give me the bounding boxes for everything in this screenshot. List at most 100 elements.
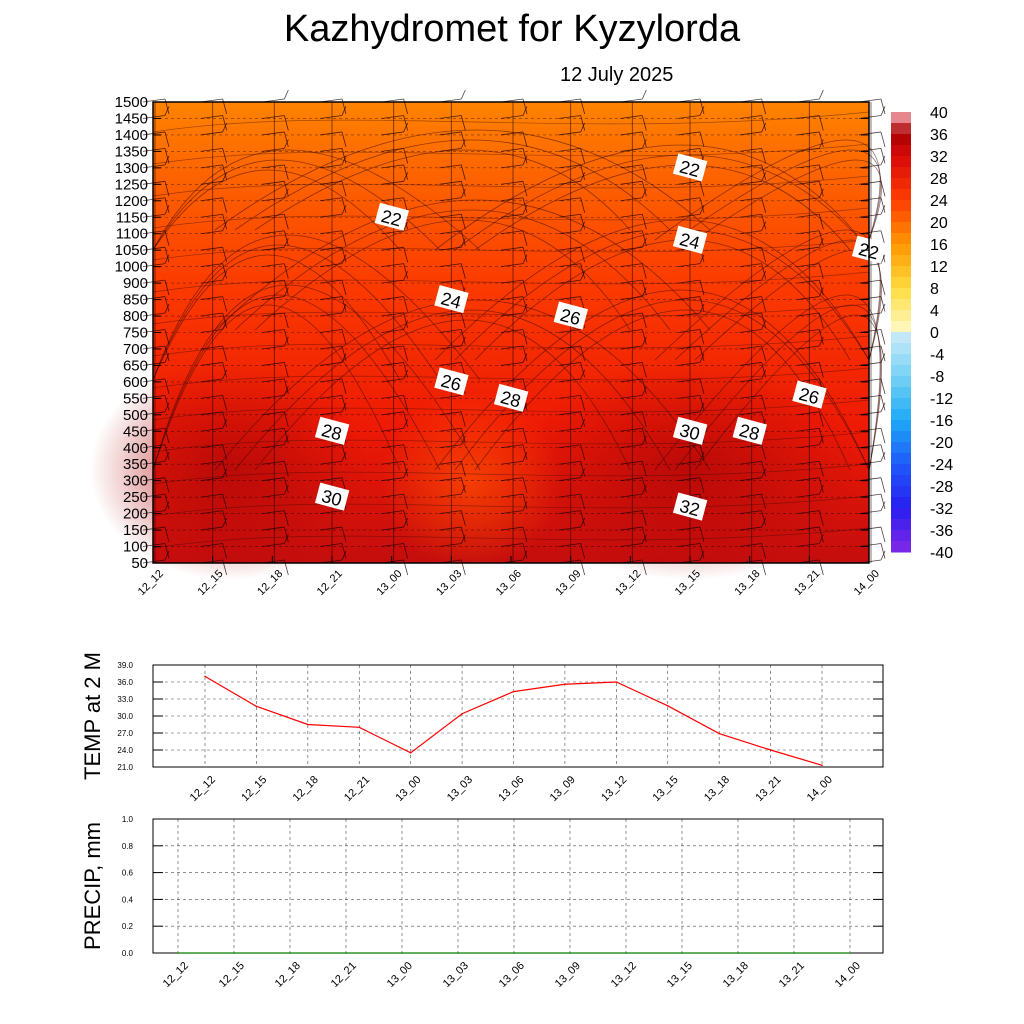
series-point [512,690,515,693]
panel-y-tick-label: 30.0 [117,712,133,721]
wind-barb [739,460,767,477]
contour-label: 26 [434,367,469,396]
wind-barb [381,419,409,432]
heatmap-y-tick-label: 350 [123,456,148,473]
heatmap-y-tick-label: 1350 [115,143,148,160]
wind-barb [677,452,705,465]
wind-barb [262,435,289,449]
wind-barb [319,180,347,197]
wind-barb [797,139,824,152]
colorbar-segment [891,398,911,410]
colorbar-segment [891,464,911,476]
heatmap-y-tick-label: 1300 [115,160,148,177]
wind-barb [200,164,228,180]
wind-barb [142,477,170,493]
chart-date: 12 July 2025 [560,64,674,86]
panel-x-tick-label: 12_18 [273,960,303,990]
wind-barb [677,345,705,362]
chart-title: Kazhydromet for Kyzylorda [283,8,741,50]
wind-barb [142,147,170,164]
wind-barb [381,164,409,180]
panel-x-tick-label: 12_21 [329,960,359,990]
wind-barb [858,526,886,543]
colorbar-segment [891,497,911,509]
wind-barb [677,444,705,460]
wind-barb [797,279,824,296]
wind-barb [500,197,528,213]
temp-ylabel: TEMP at 2 M [80,652,105,780]
wind-barb [500,230,528,246]
colorbar-tick-label: -12 [930,391,953,408]
colorbar-segment [891,167,911,179]
colorbar-segment [891,211,911,223]
wind-barb [797,427,824,444]
colorbar-segment [891,475,911,487]
wind-barb [558,115,586,131]
series-point [233,952,235,954]
wind-barb [739,320,767,333]
wind-barb [797,526,824,543]
colorbar-tick-label: 0 [930,325,939,342]
precip-panel: 0.00.20.40.60.81.0 12_12 12_15 12_18 12_21 1… [80,815,884,990]
wind-barb [558,517,586,531]
wind-barb [381,369,409,383]
wind-barb [500,526,528,543]
contour-label-box [672,416,708,445]
contour-line [152,303,870,325]
wind-barb [739,122,767,136]
contour-line [654,229,881,361]
contour-label-box [374,202,410,231]
wind-barb [381,362,409,378]
colorbar-segment [891,409,911,421]
wind-barb [797,411,824,427]
colorbar-segment [891,332,911,344]
contour-label-box [434,285,469,314]
wind-barb [439,131,466,148]
wind-barb [262,427,289,444]
wind-barb [797,164,824,180]
contour-line [152,304,401,471]
wind-barb [739,468,767,482]
series-point [345,952,347,954]
heatmap-y-tick-label: 150 [123,522,148,539]
wind-barb [142,427,170,444]
contour-line [674,304,882,471]
wind-barb [142,303,170,317]
contour-line [152,367,870,389]
panel-x-tick-label: 13_09 [553,960,583,990]
wind-barb [620,312,647,329]
wind-barb [558,394,586,411]
panel-x-tick-label: 13_21 [753,774,783,804]
series-point [513,952,515,954]
panel-y-tick-label: 33.0 [117,695,133,704]
contour-line [152,495,870,517]
wind-barb [439,336,466,350]
wind-barb [558,411,586,427]
wind-barb [142,246,170,263]
wind-barb [439,188,466,202]
wind-barb [739,345,767,362]
contour-line [254,219,631,331]
wind-barb [142,197,170,213]
heatmap-x-tick-label: 12_12 [136,568,166,598]
wind-barb [262,312,289,329]
series-point [255,705,258,708]
colorbar-segment [891,541,911,553]
wind-barb [381,320,409,333]
heatmap-x-tick-label: 13_00 [374,568,404,598]
wind-barb [319,402,347,416]
colorbar-segment [891,288,911,300]
colorbar-segment [891,255,911,267]
wind-barb [381,411,409,427]
contour-line [152,175,870,197]
contour-line [654,294,881,471]
wind-barb [262,164,289,180]
heatmap-y-tick-label: 750 [123,325,148,342]
wind-barb [262,362,289,378]
wind-barb [142,131,170,148]
wind-barb [142,378,170,394]
contour-line [152,143,870,165]
cool-pocket [380,390,560,570]
colorbar-tick-label: -20 [930,435,953,452]
